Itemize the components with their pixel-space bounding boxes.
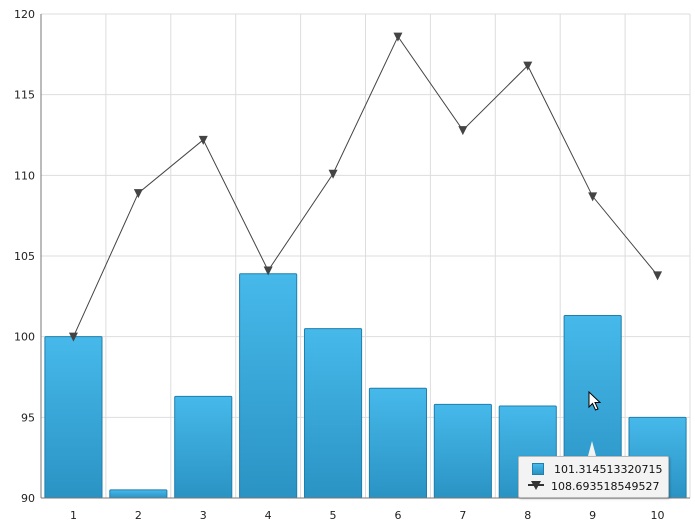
- bar: [368, 387, 428, 499]
- bar: [433, 403, 492, 499]
- y-tick-label: 115: [14, 89, 35, 102]
- x-tick-label: 6: [394, 509, 401, 522]
- bar: [174, 395, 233, 499]
- line-marker: [523, 61, 533, 71]
- x-tick-label: 2: [135, 509, 142, 522]
- x-tick-label: 9: [589, 509, 596, 522]
- line-marker: [133, 189, 143, 199]
- y-tick-label: 120: [14, 8, 35, 21]
- y-tick-label: 100: [14, 331, 35, 344]
- x-tick-label: 7: [459, 509, 466, 522]
- axis-layer: [40, 14, 690, 499]
- bar: [239, 273, 298, 499]
- tooltip-row-line: 108.693518549527: [519, 478, 668, 494]
- bar-layer: [44, 273, 687, 499]
- x-tick-label: 3: [200, 509, 207, 522]
- tooltip-row-bar: 101.314513320715: [519, 461, 668, 477]
- label-layer: 90 95 100 105 110 115 120 1 2 3 4 5 6 7 8 9 10: [14, 8, 665, 522]
- tooltip: 101.314513320715 108.693518549527: [518, 456, 669, 498]
- tooltip-pointer: [588, 441, 596, 456]
- bar-series-swatch-icon: [532, 463, 544, 475]
- line-series-swatch-icon: [528, 480, 544, 492]
- x-tick-label: 5: [330, 509, 337, 522]
- x-tick-label: 10: [651, 509, 665, 522]
- line-marker: [328, 169, 338, 179]
- line-series: [72, 35, 658, 337]
- line-marker: [458, 126, 468, 136]
- y-tick-label: 90: [21, 492, 35, 505]
- tooltip-bar-value: 101.314513320715: [554, 462, 663, 476]
- x-tick-label: 4: [265, 509, 272, 522]
- grid-layer: [40, 13, 691, 499]
- x-tick-label: 8: [524, 509, 531, 522]
- bar: [44, 336, 103, 499]
- line-marker: [198, 135, 208, 145]
- line-marker: [653, 271, 663, 281]
- bar: [109, 489, 168, 499]
- line-marker: [68, 332, 78, 342]
- line-layer: [68, 32, 663, 342]
- bar: [303, 328, 363, 499]
- y-tick-label: 95: [21, 411, 35, 424]
- y-tick-label: 105: [14, 250, 35, 263]
- y-tick-label: 110: [14, 169, 35, 182]
- line-marker: [588, 192, 598, 202]
- mouse-pointer-icon: [588, 390, 602, 411]
- line-marker: [393, 32, 403, 42]
- line-marker: [263, 266, 273, 276]
- tooltip-line-value: 108.693518549527: [551, 479, 660, 493]
- x-tick-label: 1: [70, 509, 77, 522]
